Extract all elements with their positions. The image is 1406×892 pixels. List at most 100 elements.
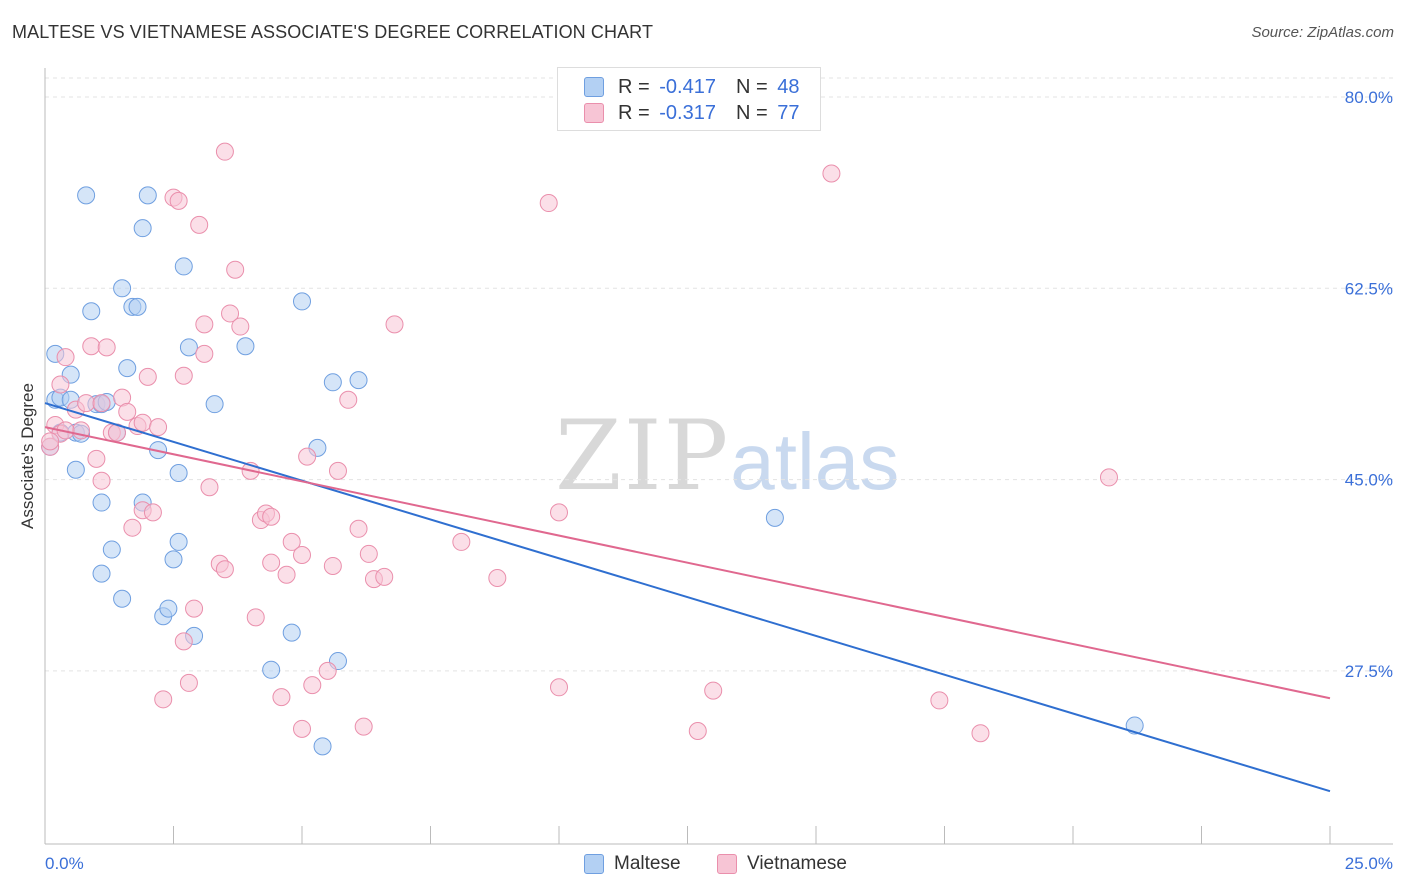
legend-row-maltese: R = -0.417 N = 48 <box>584 74 799 100</box>
point-vietnamese <box>92 394 111 413</box>
point-vietnamese <box>550 678 568 697</box>
point-vietnamese <box>282 532 301 551</box>
legend-n-value-maltese: 48 <box>777 75 800 98</box>
legend-n-value-vietnamese: 77 <box>777 101 800 124</box>
bottom-legend-vietnamese: Vietnamese <box>717 851 847 877</box>
point-maltese <box>313 737 332 756</box>
point-maltese <box>77 186 96 205</box>
y-tick-label: 45.0% <box>1345 471 1393 490</box>
point-maltese <box>66 460 85 479</box>
point-vietnamese <box>298 447 317 466</box>
point-vietnamese <box>215 560 234 579</box>
point-vietnamese <box>118 402 137 421</box>
point-vietnamese <box>262 507 281 526</box>
y-axis-label: Associate's Degree <box>18 383 37 529</box>
point-vietnamese <box>149 418 168 437</box>
point-vietnamese <box>293 546 311 565</box>
point-maltese <box>349 371 368 390</box>
point-vietnamese <box>488 568 507 587</box>
point-vietnamese <box>185 599 204 618</box>
point-vietnamese <box>303 676 322 695</box>
point-maltese <box>133 219 152 238</box>
bottom-legend-maltese: Maltese <box>584 851 681 877</box>
watermark: ZIPatlas <box>555 400 899 512</box>
point-maltese <box>236 337 255 356</box>
point-maltese <box>323 373 342 392</box>
point-vietnamese <box>231 317 250 336</box>
chart-title: MALTESE VS VIETNAMESE ASSOCIATE'S DEGREE… <box>12 22 654 42</box>
point-maltese <box>102 540 121 559</box>
point-vietnamese <box>77 394 96 413</box>
y-tick-label: 62.5% <box>1345 279 1393 298</box>
point-maltese <box>82 302 101 321</box>
point-vietnamese <box>51 375 70 394</box>
watermark-atlas: atlas <box>730 417 900 506</box>
point-vietnamese <box>200 478 219 497</box>
point-vietnamese <box>41 432 60 451</box>
point-vietnamese <box>123 518 142 537</box>
point-maltese <box>113 279 132 298</box>
source-credit: Source: ZipAtlas.com <box>1251 24 1394 41</box>
legend-r-label: R = <box>618 75 656 98</box>
point-vietnamese <box>82 337 101 356</box>
point-maltese <box>282 623 301 642</box>
point-vietnamese <box>97 338 116 357</box>
point-vietnamese <box>92 471 111 490</box>
legend-n-label: N = <box>735 75 774 98</box>
legend-r-label: R = <box>618 101 656 124</box>
point-vietnamese <box>328 461 347 480</box>
legend-swatch-vietnamese <box>584 103 604 123</box>
legend-row-vietnamese: R = -0.317 N = 77 <box>584 100 799 126</box>
legend-r-value-maltese: -0.417 <box>659 75 716 98</box>
point-maltese <box>118 359 137 378</box>
point-maltese <box>174 257 193 276</box>
point-vietnamese <box>174 366 193 385</box>
y-tick-label: 80.0% <box>1345 88 1393 107</box>
point-vietnamese <box>246 608 265 627</box>
point-vietnamese <box>138 367 157 386</box>
point-vietnamese <box>154 690 173 709</box>
point-vietnamese <box>971 724 990 743</box>
point-vietnamese <box>179 673 198 692</box>
point-vietnamese <box>190 215 209 234</box>
point-vietnamese <box>293 719 311 738</box>
point-vietnamese <box>174 632 193 651</box>
point-vietnamese <box>87 449 106 468</box>
point-maltese <box>169 464 188 483</box>
point-vietnamese <box>930 691 949 710</box>
bottom-legend-label-maltese: Maltese <box>614 853 681 874</box>
point-vietnamese <box>56 348 75 367</box>
trendline-vietnamese <box>44 426 1331 700</box>
point-maltese <box>765 508 784 527</box>
point-vietnamese <box>339 390 358 409</box>
y-tick-label: 27.5% <box>1345 662 1393 681</box>
point-maltese <box>164 550 183 569</box>
point-vietnamese <box>323 556 342 575</box>
point-maltese <box>179 338 198 357</box>
point-vietnamese <box>195 344 214 363</box>
point-maltese <box>1125 716 1144 735</box>
point-vietnamese <box>226 260 245 279</box>
point-vietnamese <box>354 717 373 736</box>
point-vietnamese <box>143 503 162 522</box>
watermark-zip: ZIP <box>555 400 731 512</box>
x-tick-label: 25.0% <box>1345 854 1393 873</box>
point-maltese <box>293 292 311 311</box>
legend-swatch-maltese <box>584 77 604 97</box>
point-vietnamese <box>704 681 723 700</box>
point-vietnamese <box>133 413 152 432</box>
point-maltese <box>92 564 111 583</box>
trendline-maltese <box>44 402 1331 793</box>
legend-r-value-vietnamese: -0.317 <box>659 101 716 124</box>
point-vietnamese <box>349 519 368 538</box>
point-vietnamese <box>539 194 558 213</box>
point-maltese <box>128 297 147 316</box>
correlation-legend: R = -0.417 N = 48 R = -0.317 N = 77 <box>557 67 821 131</box>
bottom-legend-label-vietnamese: Vietnamese <box>747 853 847 874</box>
point-maltese <box>169 532 188 551</box>
point-vietnamese <box>385 315 404 334</box>
point-vietnamese <box>195 315 214 334</box>
point-vietnamese <box>169 191 188 210</box>
point-vietnamese <box>221 304 240 323</box>
